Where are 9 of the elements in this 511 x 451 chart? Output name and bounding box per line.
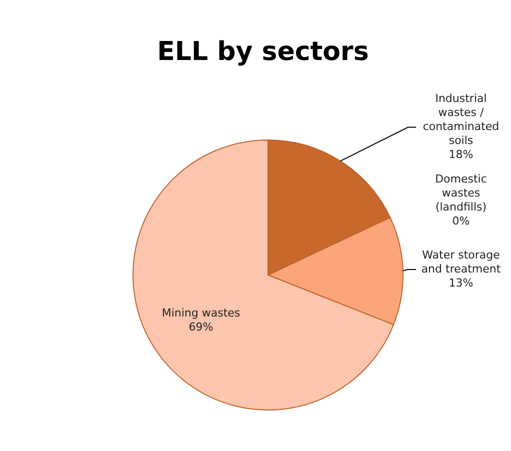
text: 0%: [452, 214, 470, 228]
category-label: Domestic wastes (landfills): [435, 172, 487, 214]
slice-label: Mining wastes: [162, 306, 240, 320]
data-label: 69%: [188, 320, 214, 334]
data-label: 13%: [448, 276, 474, 290]
data-label: 18%: [448, 148, 474, 162]
slice-label: Industrial wastes / contaminated soils: [422, 92, 500, 148]
slice-label: Water storage and treatment: [421, 248, 502, 276]
chart-title: ELL by sectors: [157, 37, 369, 67]
